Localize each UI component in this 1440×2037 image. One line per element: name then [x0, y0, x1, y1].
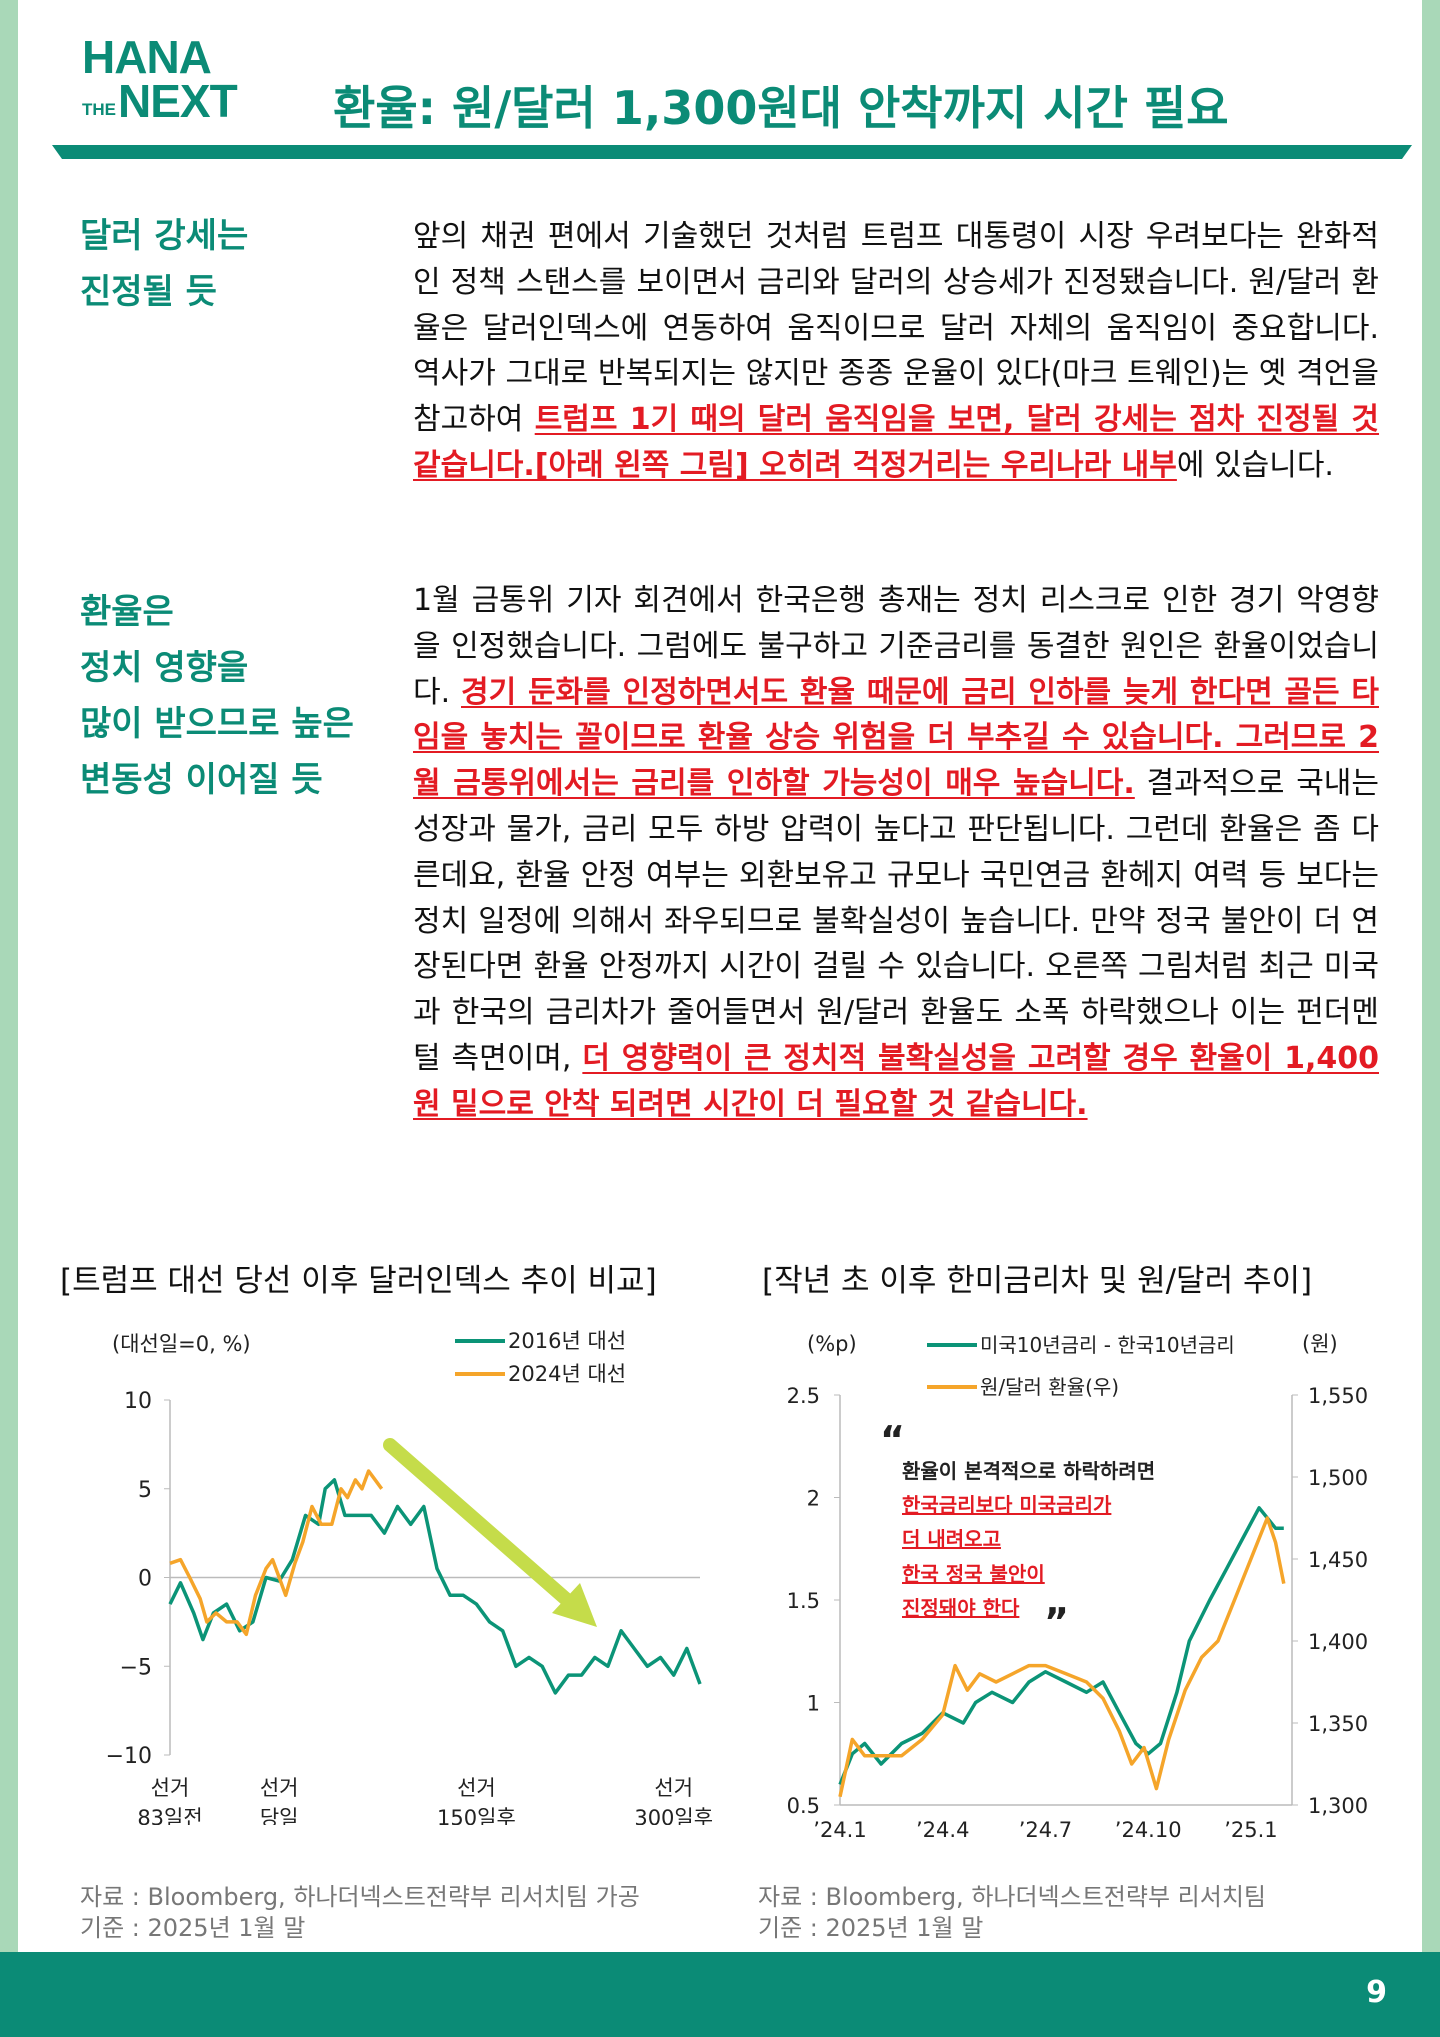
right-y-left-tick-label: 2: [807, 1487, 820, 1511]
left-legend-label: 2016년 대선: [508, 1329, 626, 1353]
series-2024-line: [169, 1469, 384, 1637]
left-x-tick-label-bottom: 83일전: [137, 1806, 202, 1825]
open-quote: “: [880, 1418, 905, 1462]
left-y-tick-label: −10: [106, 1744, 152, 1769]
left-x-tick-label-top: 선거: [457, 1776, 496, 1800]
title-divider: [52, 145, 1412, 159]
logo-line1: HANA: [82, 31, 212, 83]
right-y-right-tick-label: 1,400: [1308, 1630, 1368, 1654]
trend-arrow-icon: [383, 1438, 597, 1627]
rate-spread-line: [838, 1506, 1284, 1786]
left-legend-label: 2024년 대선: [508, 1362, 626, 1386]
page-number: 9: [1366, 1975, 1387, 2010]
right-legend-label: 미국10년금리 - 한국10년금리: [980, 1333, 1235, 1357]
left-x-tick-label-top: 선거: [654, 1776, 693, 1800]
left-y-tick-label: 5: [138, 1478, 152, 1503]
annotation-line2: 한국금리보다 미국금리가: [902, 1493, 1112, 1517]
annotation-line1: 환율이 본격적으로 하락하려면: [902, 1459, 1155, 1483]
right-axes: 0.5 1 1.5 2 2.5 1,300 1,350 1,400 1,450 1,500 1,55…: [787, 1384, 1369, 1842]
left-y-tick-label: 10: [124, 1389, 152, 1414]
left-chart-title: [트럼프 대선 당선 이후 달러인덱스 추이 비교]: [60, 1263, 657, 1299]
series-2016-line: [168, 1478, 702, 1695]
section2-highlight-2: 더 영향력이 큰 정치적 불확실성을 고려할 경우 환율이 1,400원 밑으로…: [413, 1040, 1379, 1122]
right-y-left-unit: (%p): [807, 1332, 857, 1356]
close-quote: ”: [1044, 1600, 1069, 1644]
annotation-line5: 진정돼야 한다: [902, 1596, 1020, 1620]
page-footer: 9: [0, 1952, 1440, 2037]
left-x-tick-label-bottom: 300일후: [634, 1806, 713, 1825]
right-x-tick-label: ’24.4: [916, 1818, 969, 1842]
left-series: [168, 1469, 702, 1695]
right-y-left-tick-label: 1: [807, 1692, 820, 1716]
hana-the-next-logo: HANA THE NEXT: [82, 31, 238, 127]
chart-annotation: “ 환율이 본격적으로 하락하려면 한국금리보다 미국금리가 더 내려오고 한국…: [880, 1418, 1155, 1644]
right-y-left-tick-label: 0.5: [787, 1794, 820, 1818]
report-page: HANA THE NEXT 환율: 원/달러 1,300원대 안착까지 시간 필…: [18, 0, 1422, 1952]
right-legend-label: 원/달러 환율(우): [980, 1375, 1119, 1399]
section2-paragraph: 1월 금통위 기자 회견에서 한국은행 총재는 정치 리스크로 인한 경기 악영…: [413, 583, 1379, 1122]
right-x-tick-label: ’24.1: [813, 1818, 866, 1842]
left-legend: 2016년 대선 2024년 대선: [455, 1329, 626, 1386]
right-y-left-tick-label: 1.5: [787, 1589, 820, 1613]
left-source: 자료 : Bloomberg, 하나더넥스트전략부 리서치팀 가공 기준 : 2…: [80, 1883, 640, 1942]
section2-side-heading: 환율은 정치 영향을 많이 받으므로 높은 변동성 이어질 듯: [80, 592, 354, 800]
right-y-right-tick-label: 1,300: [1308, 1794, 1368, 1818]
right-x-tick-label: ’24.7: [1019, 1818, 1072, 1842]
right-y-right-tick-label: 1,500: [1308, 1466, 1368, 1490]
annotation-line4: 한국 정국 불안이: [902, 1562, 1045, 1586]
section2-highlight-1: 경기 둔화를 인정하면서도 환율 때문에 금리 인하를 늦게 한다면 골든 타임…: [413, 674, 1379, 802]
right-y-right-tick-label: 1,550: [1308, 1384, 1368, 1408]
right-y-left-tick-label: 2.5: [787, 1384, 820, 1408]
page-title: 환율: 원/달러 1,300원대 안착까지 시간 필요: [333, 81, 1229, 135]
section1-highlight: 트럼프 1기 때의 달러 움직임을 보면, 달러 강세는 점차 진정될 것 같습…: [413, 402, 1380, 483]
right-series: [838, 1506, 1286, 1798]
left-x-tick-label-top: 선거: [151, 1776, 190, 1800]
logo-next: NEXT: [118, 75, 238, 127]
right-source: 자료 : Bloomberg, 하나더넥스트전략부 리서치팀 기준 : 2025…: [758, 1883, 1266, 1942]
logo-the: THE: [82, 100, 116, 119]
right-y-right-tick-label: 1,450: [1308, 1548, 1368, 1572]
left-x-tick-label-bottom: 당일: [260, 1806, 299, 1825]
section1-side-heading: 달러 강세는 진정될 듯: [80, 216, 249, 312]
annotation-line3: 더 내려오고: [902, 1527, 1001, 1551]
right-y-right-unit: (원): [1302, 1332, 1338, 1356]
section1-paragraph: 앞의 채권 편에서 기술했던 것처럼 트럼프 대통령이 시장 우려보다는 완화적…: [413, 219, 1380, 483]
usdkrw-line: [838, 1516, 1286, 1798]
right-x-tick-label: ’25.1: [1224, 1818, 1277, 1842]
dollar-index-chart: (대선일=0, %) 2016년 대선 2024년 대선 10 5 0 −5 −10 선거 8…: [106, 1329, 714, 1825]
left-x-tick-label-top: 선거: [260, 1776, 299, 1800]
right-chart-title: [작년 초 이후 한미금리차 및 원/달러 추이]: [762, 1263, 1313, 1299]
right-y-right-tick-label: 1,350: [1308, 1712, 1368, 1736]
left-x-tick-label-bottom: 150일후: [437, 1806, 516, 1825]
left-y-tick-label: −5: [120, 1655, 152, 1680]
left-y-unit: (대선일=0, %): [112, 1332, 251, 1356]
right-x-tick-label: ’24.10: [1115, 1818, 1182, 1842]
left-y-tick-label: 0: [138, 1567, 152, 1592]
